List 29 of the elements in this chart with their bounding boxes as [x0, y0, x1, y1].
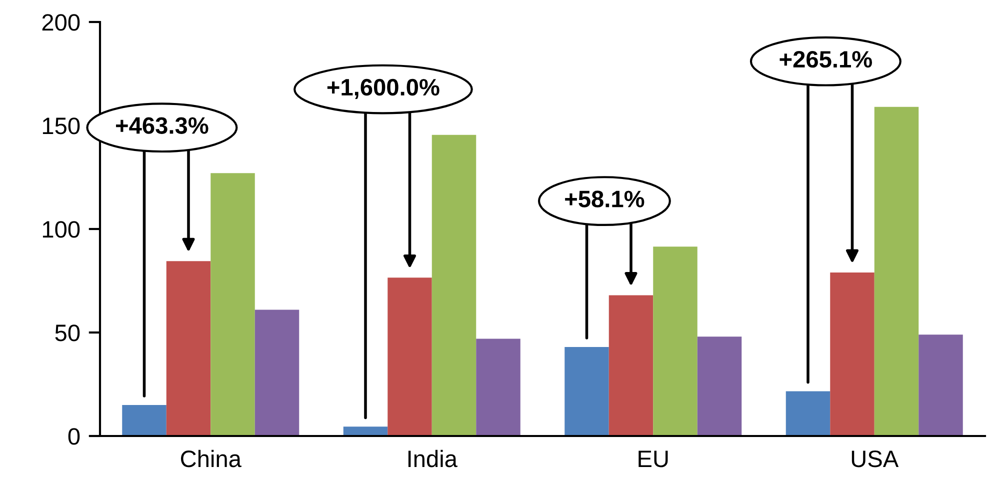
annotation: +58.1%	[565, 190, 644, 208]
bar	[653, 246, 698, 436]
bar	[874, 106, 919, 436]
bar	[697, 336, 742, 436]
x-tick-label: India	[408, 450, 458, 468]
y-tick-label: 0	[68, 428, 80, 445]
annotation: +463.3%	[116, 117, 208, 134]
bar	[388, 278, 432, 436]
bar	[476, 338, 520, 436]
y-tick-label: 200	[42, 14, 80, 31]
annotation: +1,600.0%	[327, 78, 440, 100]
bar	[918, 334, 963, 436]
bar	[210, 173, 255, 436]
x-tick-label: EU	[638, 450, 668, 468]
bar	[786, 391, 830, 436]
bar	[432, 134, 476, 436]
y-tick-label: 150	[42, 118, 80, 134]
y-tick-label: 100	[42, 221, 80, 238]
annotation: +265.1%	[780, 50, 872, 68]
bar	[830, 272, 874, 436]
y-tick-label: 50	[55, 324, 80, 342]
bar	[564, 346, 609, 436]
x-tick-label: China	[180, 450, 242, 468]
bar	[343, 426, 388, 436]
bar	[254, 310, 300, 436]
bar	[166, 261, 211, 436]
x-tick-label: USA	[852, 450, 899, 468]
bar	[122, 404, 166, 436]
bar	[608, 295, 654, 436]
